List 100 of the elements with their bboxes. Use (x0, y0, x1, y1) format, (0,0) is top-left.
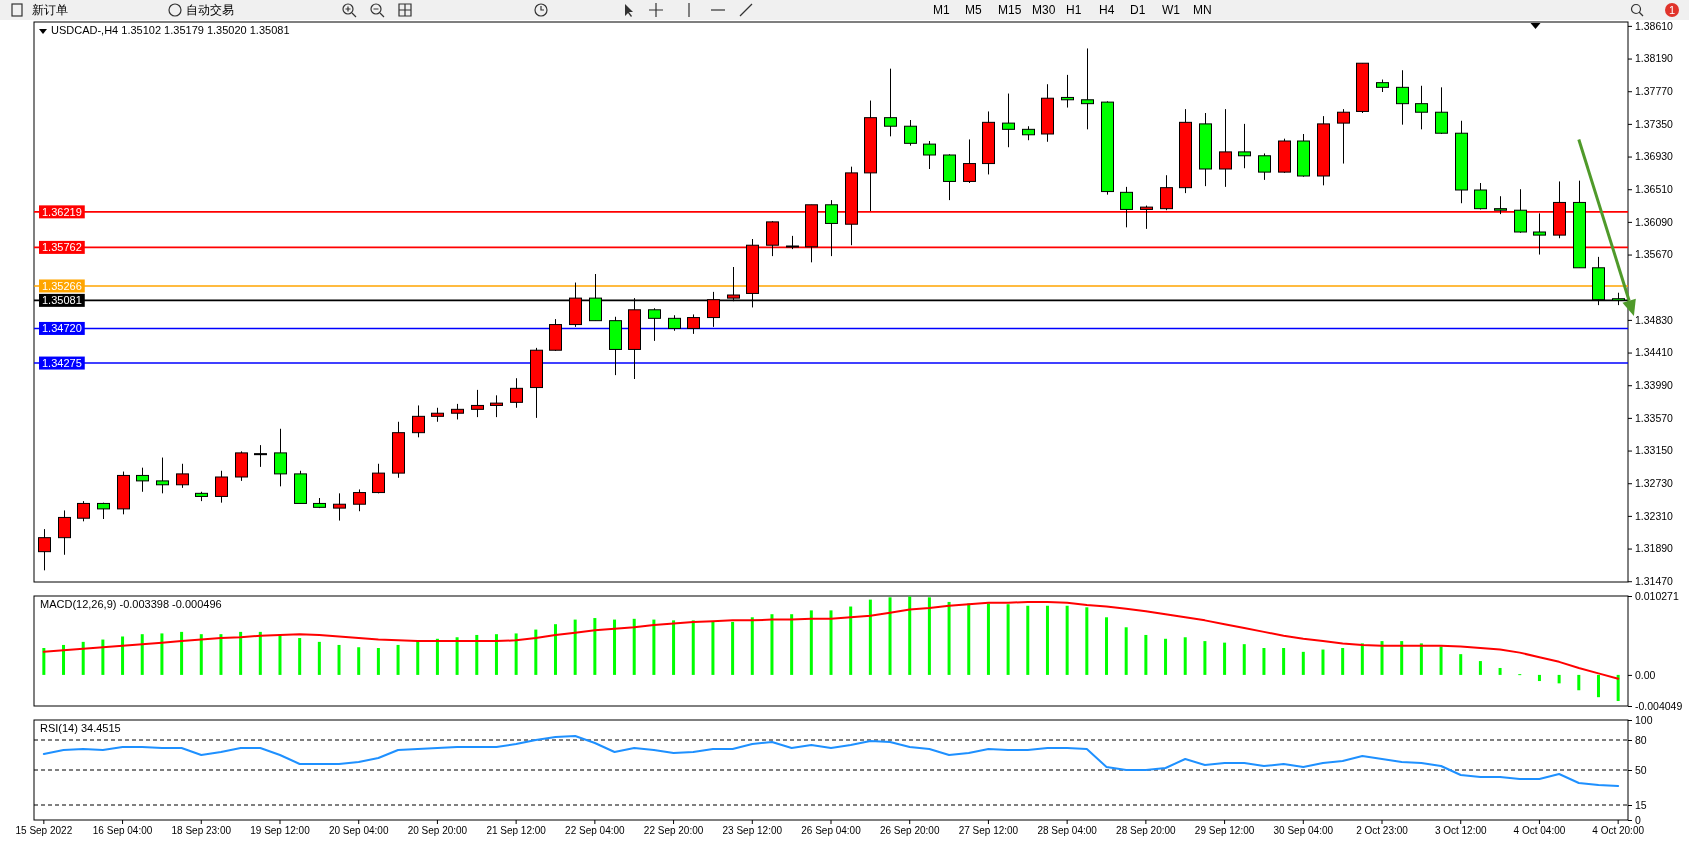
bar (1282, 648, 1286, 675)
candlestick (176, 463, 189, 489)
bar (750, 617, 754, 675)
x-tick-label: 15 Sep 2022 (15, 825, 73, 837)
bar (1498, 667, 1502, 675)
bar (888, 597, 892, 675)
candlestick (1337, 108, 1350, 165)
bar (1596, 674, 1600, 698)
x-tick-label: 28 Sep 04:00 (1037, 825, 1098, 837)
y-tick-label: 1.34830 (1635, 313, 1674, 326)
candlestick (471, 389, 484, 418)
text: M30 (1032, 3, 1056, 17)
candlestick (156, 457, 169, 494)
y-tick-label: 1.36090 (1635, 215, 1674, 228)
bar (534, 629, 538, 675)
chart-title: RSI(14) 34.4515 (40, 722, 121, 734)
y-tick-label: 0.00 (1635, 668, 1656, 681)
ref-line-label: 1.34275 (42, 357, 82, 370)
candlestick (510, 377, 523, 409)
candlestick (884, 68, 897, 137)
x-tick-label: 16 Sep 04:00 (92, 825, 153, 837)
text: H1 (1066, 3, 1082, 17)
bar (278, 634, 282, 675)
candlestick (372, 463, 385, 494)
chart-title: USDCAD-,H4 1.35102 1.35179 1.35020 1.35081 (51, 24, 290, 36)
y-tick-label: 1.35670 (1635, 248, 1674, 261)
bar (1616, 674, 1620, 702)
bar (121, 636, 125, 675)
candlestick (136, 467, 149, 493)
text: 自动交易 (186, 3, 234, 17)
bar (1537, 674, 1541, 682)
bar (1341, 648, 1345, 675)
bar (1203, 641, 1207, 675)
y-tick-label: 1.37770 (1635, 85, 1674, 98)
text: 新订单 (32, 3, 68, 17)
candlestick (1002, 93, 1015, 148)
line-series (42, 735, 1620, 787)
candlestick (1435, 86, 1448, 135)
x-tick-label: 23 Sep 12:00 (722, 825, 783, 837)
x-tick-label: 29 Sep 12:00 (1194, 825, 1255, 837)
candlestick (215, 470, 228, 504)
y-tick-label: 0.010271 (1635, 589, 1679, 602)
bar (632, 618, 636, 675)
bar (770, 614, 774, 675)
line-series (42, 600, 1620, 680)
bar (1124, 627, 1128, 675)
y-tick-label: 0 (1635, 813, 1641, 826)
candlestick (923, 140, 936, 170)
bar (986, 603, 990, 675)
bar (1223, 642, 1227, 675)
x-tick-label: 26 Sep 04:00 (801, 825, 862, 837)
bar (1242, 644, 1246, 675)
text: M5 (965, 3, 982, 17)
x-tick-label: 22 Sep 04:00 (565, 825, 626, 837)
candlestick (1219, 108, 1232, 188)
y-tick-label: 1.37350 (1635, 117, 1674, 130)
candlestick (353, 488, 366, 512)
bar (1321, 649, 1325, 675)
text: W1 (1162, 3, 1181, 17)
ref-line-label: 1.35266 (42, 279, 82, 292)
bar (1183, 637, 1187, 675)
bar (1026, 605, 1030, 675)
bar (927, 597, 931, 675)
bar (593, 618, 597, 675)
y-tick-label: 50 (1635, 763, 1647, 776)
bar (691, 620, 695, 675)
bar (947, 601, 951, 675)
candlestick (1415, 85, 1428, 130)
y-tick-label: 100 (1635, 713, 1653, 726)
candlestick (1081, 47, 1094, 130)
x-tick-label: 3 Oct 12:00 (1434, 825, 1488, 837)
bar (1380, 641, 1384, 675)
bar (790, 614, 794, 675)
bar (731, 621, 735, 675)
candlestick (1120, 186, 1133, 228)
bar (868, 599, 872, 675)
candlestick (412, 404, 425, 438)
x-tick-label: 30 Sep 04:00 (1273, 825, 1334, 837)
bar (1360, 643, 1364, 675)
bar (553, 624, 557, 675)
candlestick (333, 492, 346, 522)
bar (1459, 654, 1463, 675)
bar (809, 610, 813, 675)
bar (1164, 638, 1168, 675)
bar (1144, 634, 1148, 675)
bar (199, 634, 203, 675)
bar (101, 639, 105, 675)
bar (42, 648, 46, 675)
bar (652, 619, 656, 675)
x-tick-label: 28 Sep 20:00 (1116, 825, 1177, 837)
y-tick-label: 1.33150 (1635, 444, 1674, 457)
x-tick-label: 20 Sep 04:00 (328, 825, 389, 837)
x-tick-label: 21 Sep 12:00 (486, 825, 547, 837)
y-tick-label: 1.36510 (1635, 183, 1674, 196)
bar (672, 620, 676, 675)
bar (376, 648, 380, 675)
candlestick (825, 199, 838, 257)
bar (62, 644, 66, 675)
x-tick-label: 27 Sep 12:00 (958, 825, 1019, 837)
x-tick-label: 20 Sep 20:00 (407, 825, 468, 837)
